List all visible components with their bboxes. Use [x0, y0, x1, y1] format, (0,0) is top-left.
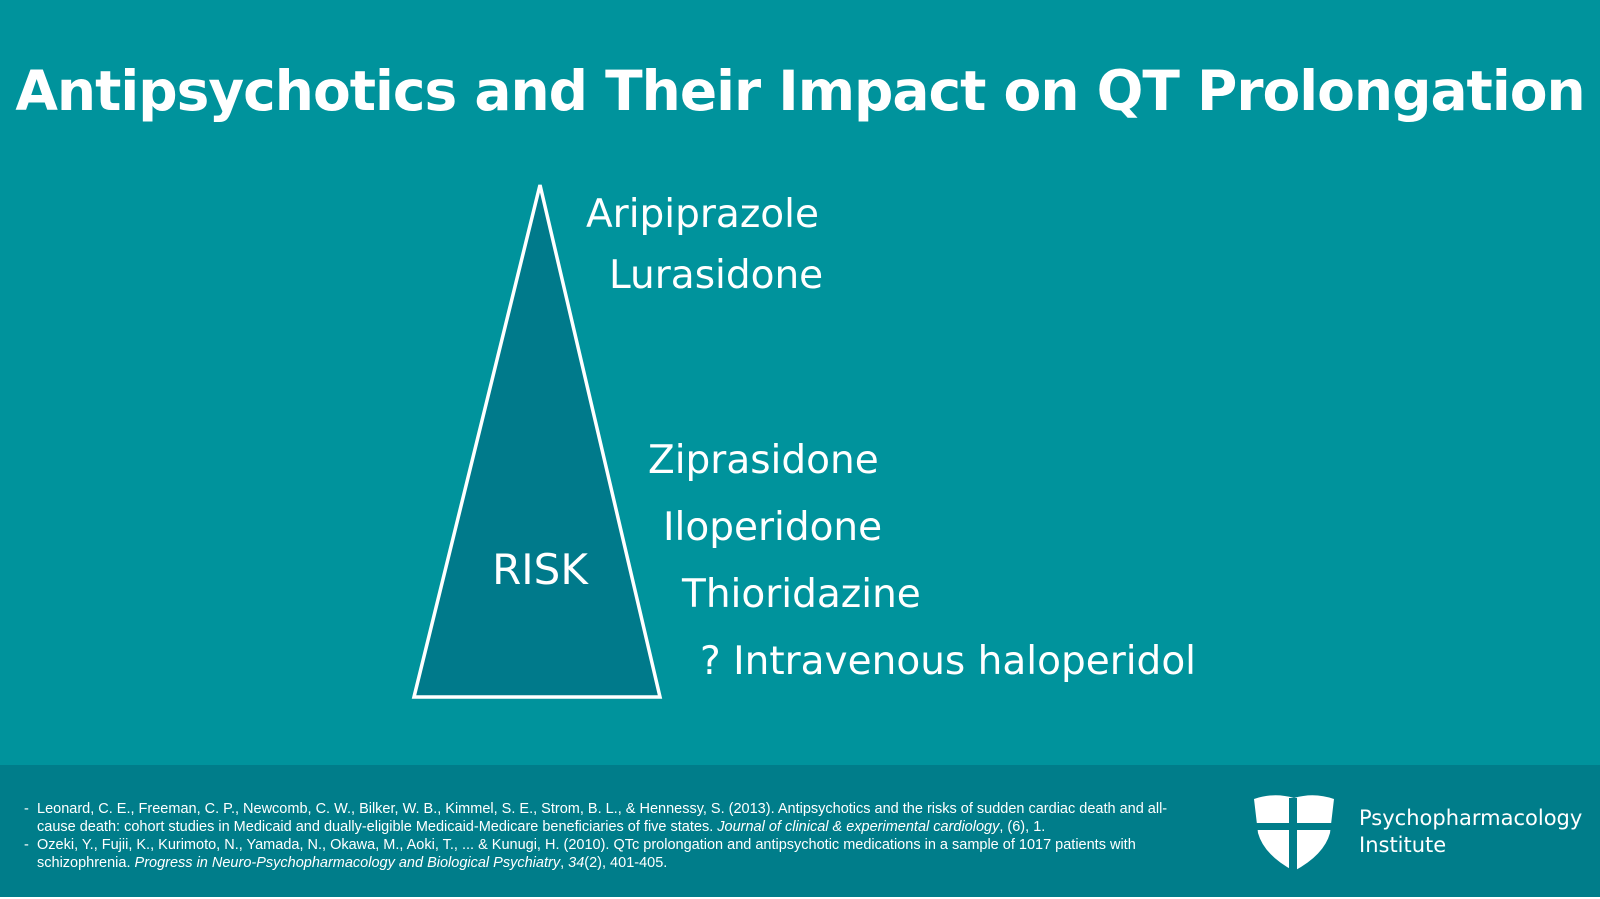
- risk-label: RISK: [492, 545, 588, 594]
- reference-text: Leonard, C. E., Freeman, C. P., Newcomb,…: [37, 801, 1168, 835]
- reference-bullet: -: [24, 801, 29, 817]
- reference-item: - Leonard, C. E., Freeman, C. P., Newcomb…: [24, 800, 1194, 836]
- slide-title: Antipsychotics and Their Impact on QT Pr…: [15, 59, 1585, 123]
- shield-logo-icon: [1254, 795, 1334, 871]
- footer-band: [0, 765, 1600, 899]
- brand-name: Psychopharmacology Institute: [1359, 805, 1582, 859]
- brand-line-2: Institute: [1359, 833, 1447, 857]
- reference-text: Ozeki, Y., Fujii, K., Kurimoto, N., Yama…: [37, 837, 1136, 871]
- brand-line-1: Psychopharmacology: [1359, 806, 1583, 830]
- drug-label-intravenous-haloperidol: ? Intravenous haloperidol: [700, 639, 1197, 684]
- risk-triangle: [411, 184, 663, 699]
- reference-item: - Ozeki, Y., Fujii, K., Kurimoto, N., Yam…: [24, 836, 1194, 872]
- reference-tail: , (6), 1.: [999, 819, 1046, 835]
- reference-separator: ,: [560, 855, 569, 871]
- reference-tail: (2), 401-405.: [584, 855, 668, 871]
- footer-divider: [0, 897, 1600, 899]
- drug-label-ziprasidone: Ziprasidone: [648, 438, 879, 483]
- reference-bullet: -: [24, 837, 29, 853]
- drug-label-iloperidone: Iloperidone: [663, 505, 883, 550]
- drug-label-aripiprazole: Aripiprazole: [586, 192, 819, 237]
- drug-label-lurasidone: Lurasidone: [609, 253, 824, 298]
- reference-journal: Progress in Neuro-Psychopharmacology and…: [134, 855, 561, 871]
- reference-volume: 34: [568, 855, 585, 871]
- drug-label-thioridazine: Thioridazine: [682, 572, 921, 617]
- references-list: - Leonard, C. E., Freeman, C. P., Newcomb…: [24, 800, 1194, 872]
- reference-journal: Journal of clinical & experimental cardi…: [717, 819, 1000, 835]
